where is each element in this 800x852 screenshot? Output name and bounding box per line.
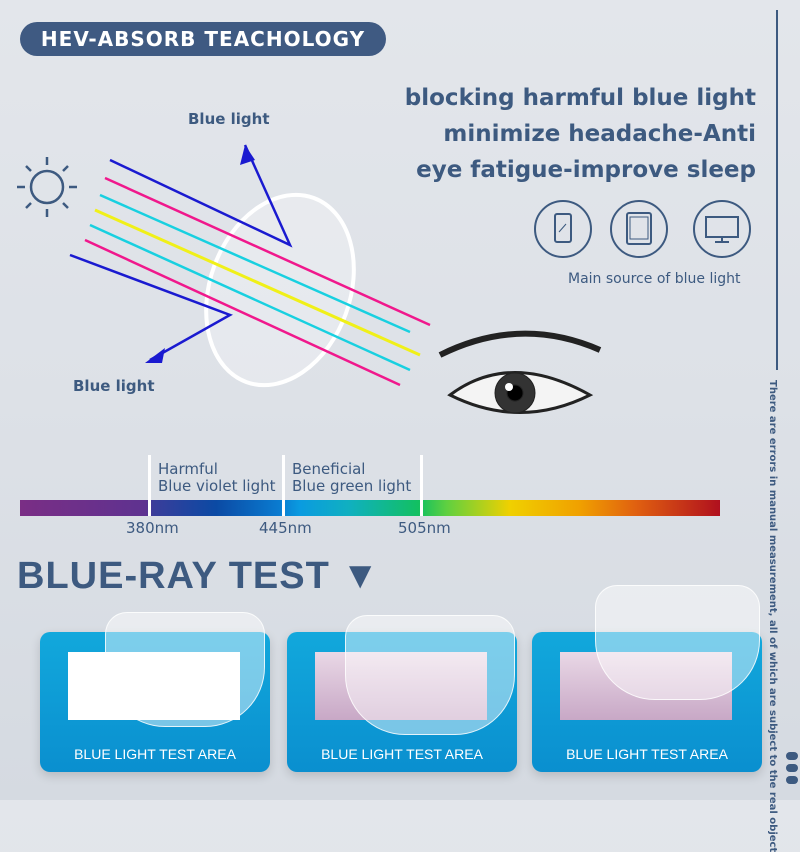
beneficial-title: Beneficial [292,460,366,478]
headline-line-2: minimize headache-Anti [443,121,756,147]
reflected-light-label-top: Blue light [188,110,270,128]
vertical-divider [776,10,778,370]
tick-380: 380nm [126,519,179,537]
disclaimer: There are errors in manual measurement, … [767,380,778,852]
spectrum-bar [20,500,720,516]
divider-445 [282,455,285,516]
lens-sample-3 [595,585,760,700]
reflected-light-label-bottom: Blue light [73,377,155,395]
harmful-label: Harmful Blue violet light [158,461,275,495]
harmful-subtitle: Blue violet light [158,477,276,495]
lens-sample-1 [105,612,265,727]
beneficial-subtitle: Blue green light [292,477,412,495]
dot-3 [786,776,798,784]
sun-icon [17,157,77,217]
sources-caption: Main source of blue light [568,271,741,287]
dot-2 [786,764,798,772]
dot-1 [786,752,798,760]
monitor-icon [693,200,751,258]
headline-line-1: blocking harmful blue light [404,85,756,111]
harmful-title: Harmful [158,460,218,478]
card-label: BLUE LIGHT TEST AREA [566,746,728,762]
divider-505 [420,455,423,516]
lens [204,192,356,388]
card-label: BLUE LIGHT TEST AREA [321,746,483,762]
smartphone-icon [534,200,592,258]
headline-line-3: eye fatigue-improve sleep [416,157,756,183]
lens-sample-2 [345,615,515,735]
tick-445: 445nm [259,519,312,537]
eye-illustration [438,330,602,414]
triangle-down-icon: ▼ [341,555,381,597]
card-label: BLUE LIGHT TEST AREA [74,746,236,762]
beneficial-label: Beneficial Blue green light [292,461,411,495]
section-title-text: BLUE-RAY TEST [17,555,330,597]
blue-light-diagram [17,144,602,414]
tick-505: 505nm [398,519,451,537]
title-badge: HEV-ABSORB TEACHOLOGY [20,22,386,56]
section-title: BLUE-RAY TEST ▼ [17,555,380,598]
divider-380 [148,455,151,516]
tablet-icon [610,200,668,258]
